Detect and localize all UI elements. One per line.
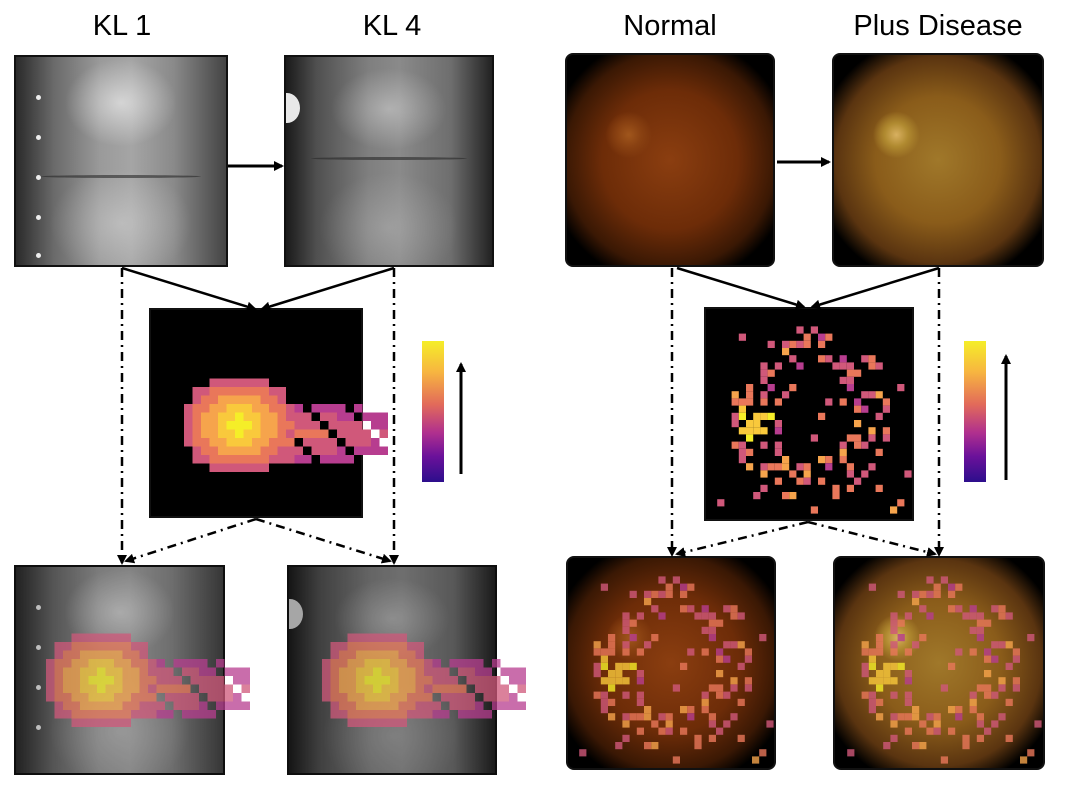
heatmap-cell — [371, 438, 380, 447]
heatmap-cell — [362, 429, 371, 438]
heatmap-cell — [371, 412, 380, 421]
fundus-colorbar — [964, 341, 986, 482]
knee-colorbar — [422, 341, 444, 482]
heatmap-cell — [233, 667, 242, 676]
heatmap-cell — [241, 701, 250, 710]
title-kl4: KL 4 — [362, 10, 422, 42]
down-arrow-icon — [675, 520, 809, 557]
down-arrow-icon — [121, 266, 257, 312]
heatmap-cell — [241, 684, 250, 693]
down-arrow-icon — [124, 517, 257, 564]
down-arrow-icon — [255, 517, 392, 564]
heatmap-cell — [233, 676, 242, 685]
title-kl1: KL 1 — [92, 10, 152, 42]
heatmap-cell — [224, 701, 233, 710]
heatmap-cell — [517, 667, 526, 676]
heatmap-cell — [379, 412, 388, 421]
heatmap-cell — [517, 676, 526, 685]
knee-kl4-image — [284, 55, 494, 267]
heatmap-cell — [362, 412, 371, 421]
fundus-normal-overlay — [566, 556, 776, 770]
down-arrow-icon — [260, 266, 395, 312]
heatmap-cell — [509, 693, 518, 702]
heatmap-cell — [241, 676, 250, 685]
heatmap-cell — [379, 429, 388, 438]
heatmap-cell — [500, 684, 509, 693]
fundus-normal-image — [565, 53, 775, 267]
heatmap-cell — [362, 446, 371, 455]
heatmap-cell — [224, 684, 233, 693]
knee-kl1-image — [14, 55, 228, 267]
heatmap-cell — [517, 684, 526, 693]
fundus-saliency-map — [704, 307, 914, 521]
heatmap-cell — [500, 701, 509, 710]
down-arrow-icon — [810, 266, 940, 310]
knee-saliency-map — [149, 308, 363, 518]
fundus-plus-disease-overlay — [833, 556, 1045, 770]
down-arrow-icon — [676, 266, 806, 310]
heatmap-cell — [517, 701, 526, 710]
heatmap-cell — [233, 701, 242, 710]
heatmap-cell — [224, 693, 233, 702]
heatmap-cell — [233, 693, 242, 702]
down-arrow-icon — [807, 520, 937, 557]
heatmap-cell — [241, 667, 250, 676]
heatmap-cell — [500, 667, 509, 676]
title-plus-disease: Plus Disease — [853, 10, 1023, 42]
heatmap-cell — [371, 421, 380, 430]
heatmap-cell — [362, 438, 371, 447]
title-normal: Normal — [623, 10, 717, 42]
knee-kl1-overlay — [14, 565, 225, 775]
heatmap-cell — [379, 421, 388, 430]
fundus-plus-disease-image — [832, 53, 1044, 267]
heatmap-cell — [379, 446, 388, 455]
heatmap-cell — [509, 701, 518, 710]
knee-kl4-overlay — [287, 565, 497, 775]
heatmap-cell — [500, 693, 509, 702]
heatmap-cell — [224, 667, 233, 676]
heatmap-cell — [509, 667, 518, 676]
heatmap-cell — [371, 446, 380, 455]
heatmap-cell — [509, 676, 518, 685]
